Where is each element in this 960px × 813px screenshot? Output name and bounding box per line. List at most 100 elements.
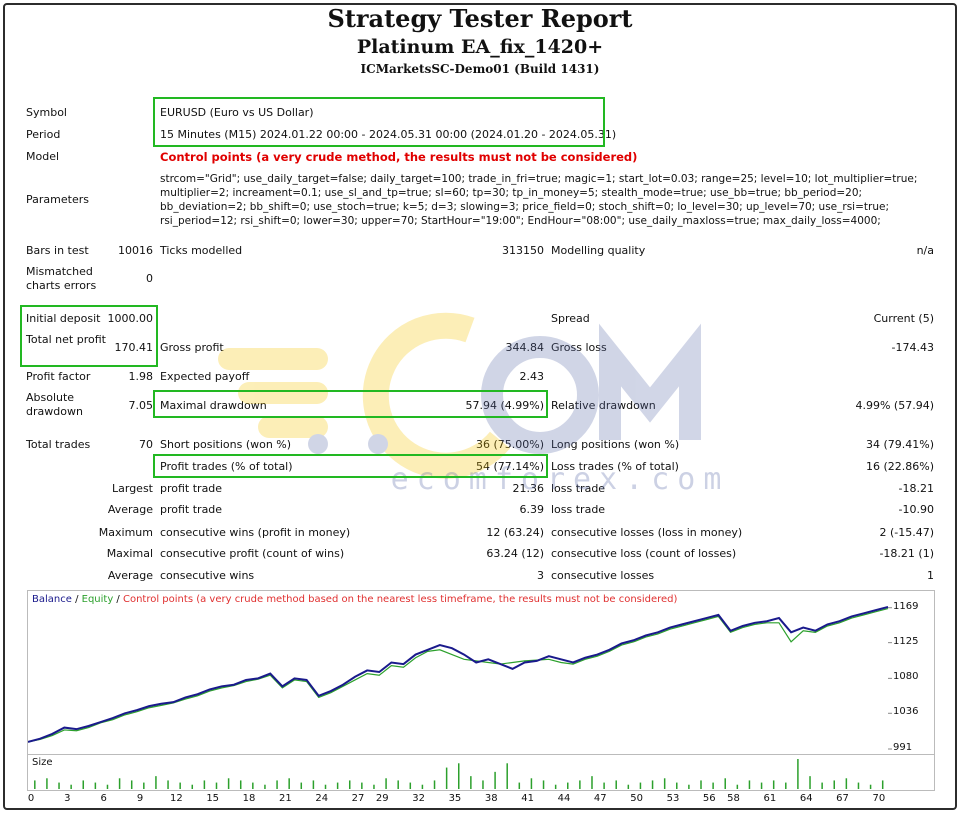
volume-bar bbox=[239, 780, 242, 789]
volume-bar bbox=[167, 780, 169, 789]
equity-line bbox=[28, 607, 889, 743]
maximum-label: Maximum bbox=[98, 526, 153, 539]
volume-bar bbox=[615, 780, 617, 789]
x-tick-label: 27 bbox=[351, 793, 365, 804]
volume-chart: Size bbox=[27, 755, 935, 791]
volume-bar bbox=[118, 778, 121, 789]
y-tick-label: 1036 bbox=[893, 706, 919, 718]
volume-bar bbox=[688, 784, 690, 789]
x-tick-label: 18 bbox=[242, 793, 256, 804]
ea-name: Platinum EA_fix_1420+ bbox=[356, 36, 604, 58]
trades-value: 70 bbox=[139, 438, 153, 451]
deposit-label: Initial deposit bbox=[26, 312, 101, 325]
ticks-label: Ticks modelled bbox=[160, 244, 243, 257]
x-tick-label: 35 bbox=[448, 793, 462, 804]
average-label: Average bbox=[107, 503, 153, 516]
x-tick-label: 21 bbox=[278, 793, 292, 804]
volume-bar bbox=[348, 780, 351, 789]
spread-value: Current (5) bbox=[873, 312, 934, 325]
period-label: Period bbox=[26, 128, 61, 141]
short-value: 36 (75.00%) bbox=[475, 438, 544, 451]
x-tick-label: 38 bbox=[484, 793, 498, 804]
payoff-value: 2.43 bbox=[519, 370, 545, 383]
volume-bar bbox=[760, 782, 763, 789]
grossprofit-value: 344.84 bbox=[505, 341, 545, 354]
balance-line bbox=[28, 605, 889, 743]
volume-bar bbox=[772, 780, 775, 789]
parameters-value: strcom="Grid"; use_daily_target=false; d… bbox=[160, 173, 918, 227]
largest-label: Largest bbox=[112, 482, 153, 495]
x-tick-label: 41 bbox=[521, 793, 534, 804]
maxdd-value: 57.94 (4.99%) bbox=[465, 399, 544, 412]
symbol-value: EURUSD (Euro vs US Dollar) bbox=[160, 106, 314, 119]
volume-bar bbox=[603, 782, 605, 789]
volume-bar bbox=[797, 759, 799, 789]
balance-chart-svg bbox=[28, 605, 892, 750]
x-tick-label: 47 bbox=[593, 793, 607, 804]
spread-label: Spread bbox=[551, 312, 590, 325]
ltrades-label: Loss trades (% of total) bbox=[551, 460, 679, 473]
volume-bar bbox=[530, 778, 533, 789]
volume-bar bbox=[445, 767, 448, 789]
y-tick-label: 1169 bbox=[893, 600, 919, 612]
largest-loss-label: loss trade bbox=[551, 482, 606, 495]
volume-bar bbox=[324, 784, 327, 789]
model-value: Control points (a very crude method, the… bbox=[160, 150, 638, 164]
mismatch-label: Mismatched charts errors bbox=[26, 265, 97, 292]
volume-bar bbox=[82, 780, 85, 789]
parameters-label: Parameters bbox=[26, 193, 89, 206]
max-cons-losses-label: consecutive losses (loss in money) bbox=[551, 526, 743, 539]
y-tick-label: 991 bbox=[893, 742, 913, 753]
x-tick-label: 12 bbox=[169, 793, 183, 804]
netprofit-label: Total net profit bbox=[26, 333, 106, 346]
x-tick-label: 58 bbox=[727, 793, 740, 804]
max-cons-wins-value: 12 (63.24) bbox=[486, 526, 544, 539]
quality-value: n/a bbox=[916, 244, 934, 257]
report-frame bbox=[3, 3, 957, 810]
x-tick-label: 70 bbox=[872, 793, 886, 804]
x-tick-label: 6 bbox=[100, 793, 107, 804]
x-tick-label: 0 bbox=[27, 793, 35, 804]
legend-balance: Balance bbox=[32, 594, 72, 605]
volume-bar bbox=[676, 782, 678, 789]
report-title: Strategy Tester Report bbox=[327, 4, 633, 33]
ptrades-label: Profit trades (% of total) bbox=[160, 460, 293, 473]
mismatch-value: 0 bbox=[146, 272, 153, 285]
x-tick-label: 29 bbox=[375, 793, 389, 804]
average-profit-value: 6.39 bbox=[519, 503, 545, 516]
volume-bar bbox=[252, 782, 254, 789]
volume-bar bbox=[809, 776, 811, 789]
volume-bar bbox=[567, 782, 569, 789]
deposit-value: 1000.00 bbox=[107, 312, 154, 325]
max-cons-loss-label: consecutive loss (count of losses) bbox=[551, 547, 737, 560]
volume-bar bbox=[276, 780, 278, 789]
max-cons-loss-value: -18.21 (1) bbox=[879, 547, 934, 560]
avg-cons-losses-label: consecutive losses bbox=[551, 569, 655, 582]
volume-bar bbox=[70, 784, 72, 789]
volume-bar bbox=[482, 780, 484, 789]
x-tick-label: 56 bbox=[702, 793, 716, 804]
volume-bar bbox=[312, 780, 315, 789]
legend-sep-2: / bbox=[113, 594, 123, 605]
max-cons-wins-label: consecutive wins (profit in money) bbox=[160, 526, 351, 539]
volume-bar bbox=[857, 782, 860, 789]
avg-cons-wins-value: 3 bbox=[537, 569, 544, 582]
avg-cons-wins-label: consecutive wins bbox=[160, 569, 255, 582]
volume-bar bbox=[288, 778, 290, 789]
volume-bar bbox=[627, 784, 630, 789]
quality-label: Modelling quality bbox=[551, 244, 646, 257]
volume-bar bbox=[397, 780, 399, 789]
volume-bar bbox=[506, 763, 508, 789]
volume-bar bbox=[845, 778, 848, 789]
bars-value: 10016 bbox=[118, 244, 153, 257]
volume-bar bbox=[300, 782, 303, 789]
reldd-value: 4.99% (57.94) bbox=[855, 399, 934, 412]
volume-bar bbox=[264, 784, 266, 789]
volume-bar bbox=[821, 782, 823, 789]
volume-bar bbox=[361, 782, 363, 789]
short-label: Short positions (won %) bbox=[160, 438, 292, 451]
long-label: Long positions (won %) bbox=[551, 438, 680, 451]
x-tick-label: 50 bbox=[630, 793, 643, 804]
x-tick-label: 61 bbox=[763, 793, 777, 804]
grossloss-value: -174.43 bbox=[891, 341, 934, 354]
